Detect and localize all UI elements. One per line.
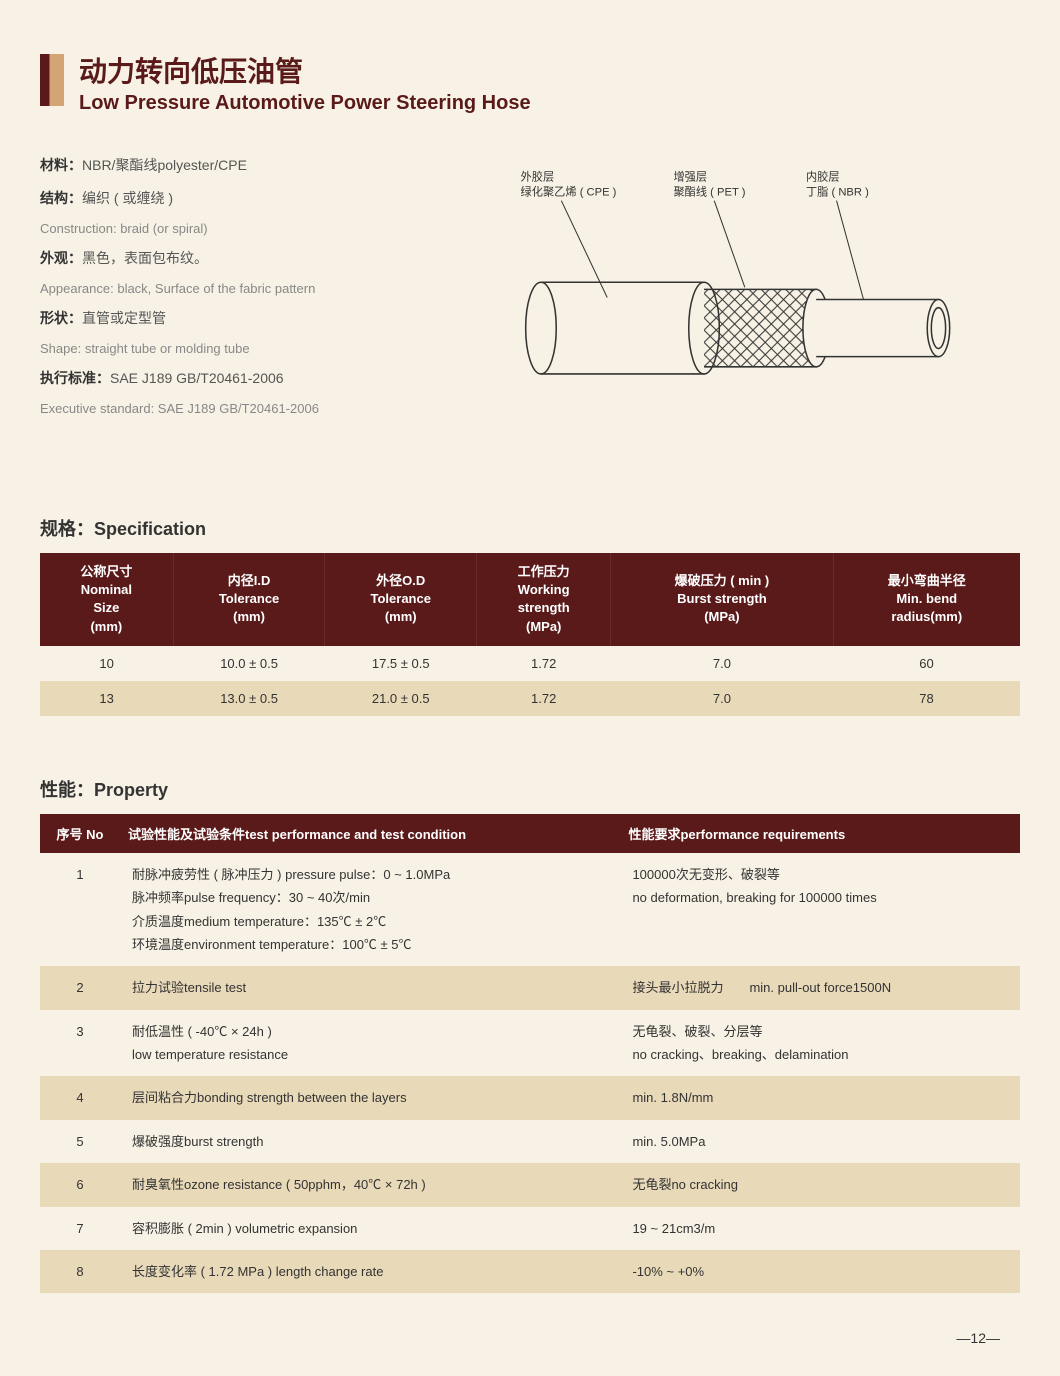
table-row: 2拉力试验tensile test接头最小拉脱力 min. pull-out f… [40, 966, 1020, 1009]
table-cell-cond: 拉力试验tensile test [120, 966, 620, 1009]
info-row: 材料：NBR/聚酯线polyester/CPE [40, 155, 460, 176]
table-cell-cond: 长度变化率 ( 1.72 MPa ) length change rate [120, 1250, 620, 1293]
table-cell-req: 19 ~ 21cm3/m [620, 1207, 1020, 1250]
table-cell-no: 7 [40, 1207, 120, 1250]
table-cell: 13.0 ± 0.5 [173, 681, 325, 716]
info-row: 执行标准：SAE J189 GB/T20461-2006 [40, 368, 460, 389]
spec-table: 公称尺寸NominalSize(mm)内径I.DTolerance(mm)外径O… [40, 553, 1020, 716]
table-cell-no: 3 [40, 1010, 120, 1077]
table-cell-cond: 容积膨胀 ( 2min ) volumetric expansion [120, 1207, 620, 1250]
table-cell-req: min. 1.8N/mm [620, 1076, 1020, 1119]
spec-col-header: 内径I.DTolerance(mm) [173, 553, 325, 646]
table-row: 7容积膨胀 ( 2min ) volumetric expansion19 ~ … [40, 1207, 1020, 1250]
table-cell: 7.0 [611, 681, 833, 716]
table-cell: 10 [40, 646, 173, 681]
table-cell-req: 无龟裂no cracking [620, 1163, 1020, 1206]
table-cell: 1.72 [477, 646, 611, 681]
table-row: 1耐脉冲疲劳性 ( 脉冲压力 ) pressure pulse：0 ~ 1.0M… [40, 853, 1020, 967]
info-row: 形状：直管或定型管 [40, 308, 460, 329]
table-cell-cond: 耐脉冲疲劳性 ( 脉冲压力 ) pressure pulse：0 ~ 1.0MP… [120, 853, 620, 967]
info-row-en: Construction: braid (or spiral) [40, 221, 460, 236]
spec-col-header: 最小弯曲半径Min. bendradius(mm) [833, 553, 1020, 646]
table-cell-req: 100000次无变形、破裂等no deformation, breaking f… [620, 853, 1020, 967]
table-cell-cond: 耐低温性 ( -40℃ × 24h )low temperature resis… [120, 1010, 620, 1077]
title-accent-bar [40, 54, 64, 106]
table-cell-no: 5 [40, 1120, 120, 1163]
diagram-label-mid-sub: 聚酯线 ( PET ) [673, 185, 745, 199]
info-row-en: Appearance: black, Surface of the fabric… [40, 281, 460, 296]
property-section: 性能：Property 序号 No试验性能及试验条件test performan… [40, 776, 1020, 1294]
info-list: 材料：NBR/聚酯线polyester/CPE 结构：编织 ( 或缠绕 ) Cons… [40, 155, 460, 435]
table-cell: 21.0 ± 0.5 [325, 681, 477, 716]
info-section: 材料：NBR/聚酯线polyester/CPE 结构：编织 ( 或缠绕 ) Cons… [40, 155, 1020, 435]
spec-section: 规格：Specification 公称尺寸NominalSize(mm)内径I.… [40, 515, 1020, 716]
table-row: 5爆破强度burst strengthmin. 5.0MPa [40, 1120, 1020, 1163]
table-cell-no: 8 [40, 1250, 120, 1293]
info-row: 外观：黑色，表面包布纹。 [40, 248, 460, 269]
table-cell: 1.72 [477, 681, 611, 716]
diagram-label-outer: 外胶层 [521, 169, 555, 183]
info-row-en: Shape: straight tube or molding tube [40, 341, 460, 356]
diagram-label-inner: 内胶层 [806, 169, 840, 183]
table-cell-no: 1 [40, 853, 120, 967]
table-row: 6耐臭氧性ozone resistance ( 50pphm，40℃ × 72h… [40, 1163, 1020, 1206]
table-cell: 78 [833, 681, 1020, 716]
table-cell: 17.5 ± 0.5 [325, 646, 477, 681]
prop-col-header: 试验性能及试验条件test performance and test condi… [120, 814, 620, 853]
property-table: 序号 No试验性能及试验条件test performance and test … [40, 814, 1020, 1294]
spec-heading: 规格：Specification [40, 515, 1020, 541]
spec-col-header: 外径O.DTolerance(mm) [325, 553, 477, 646]
info-row: 结构：编织 ( 或缠绕 ) [40, 188, 460, 209]
table-cell-no: 4 [40, 1076, 120, 1119]
table-row: 1010.0 ± 0.517.5 ± 0.51.727.060 [40, 646, 1020, 681]
hose-diagram: 外胶层 绿化聚乙烯 ( CPE ) 增强层 聚酯线 ( PET ) 内胶层 丁脂… [490, 155, 1020, 435]
table-cell-req: min. 5.0MPa [620, 1120, 1020, 1163]
table-cell-no: 2 [40, 966, 120, 1009]
title-cn: 动力转向低压油管 [79, 50, 531, 90]
table-cell-req: 无龟裂、破裂、分层等no cracking、breaking、delaminat… [620, 1010, 1020, 1077]
spec-col-header: 爆破压力 ( min )Burst strength(MPa) [611, 553, 833, 646]
spec-col-header: 公称尺寸NominalSize(mm) [40, 553, 173, 646]
table-cell-req: 接头最小拉脱力 min. pull-out force1500N [620, 966, 1020, 1009]
table-row: 3耐低温性 ( -40℃ × 24h )low temperature resi… [40, 1010, 1020, 1077]
table-cell-no: 6 [40, 1163, 120, 1206]
table-cell: 7.0 [611, 646, 833, 681]
table-cell-cond: 层间粘合力bonding strength between the layers [120, 1076, 620, 1119]
prop-heading: 性能：Property [40, 776, 1020, 802]
prop-col-header: 性能要求performance requirements [620, 814, 1020, 853]
table-cell: 13 [40, 681, 173, 716]
table-cell: 60 [833, 646, 1020, 681]
table-row: 8长度变化率 ( 1.72 MPa ) length change rate-1… [40, 1250, 1020, 1293]
info-row-en: Executive standard: SAE J189 GB/T20461-2… [40, 401, 460, 416]
diagram-label-mid: 增强层 [673, 169, 707, 183]
table-cell: 10.0 ± 0.5 [173, 646, 325, 681]
spec-col-header: 工作压力Workingstrength(MPa) [477, 553, 611, 646]
prop-col-header: 序号 No [40, 814, 120, 853]
page-number: —12— [956, 1330, 1000, 1346]
table-row: 1313.0 ± 0.521.0 ± 0.51.727.078 [40, 681, 1020, 716]
diagram-label-inner-sub: 丁脂 ( NBR ) [806, 185, 869, 199]
table-cell-cond: 爆破强度burst strength [120, 1120, 620, 1163]
title-en: Low Pressure Automotive Power Steering H… [79, 92, 531, 115]
table-row: 4层间粘合力bonding strength between the layer… [40, 1076, 1020, 1119]
page-title-block: 动力转向低压油管 Low Pressure Automotive Power S… [40, 50, 1020, 115]
table-cell-req: -10% ~ +0% [620, 1250, 1020, 1293]
table-cell-cond: 耐臭氧性ozone resistance ( 50pphm，40℃ × 72h … [120, 1163, 620, 1206]
diagram-label-outer-sub: 绿化聚乙烯 ( CPE ) [521, 185, 617, 199]
